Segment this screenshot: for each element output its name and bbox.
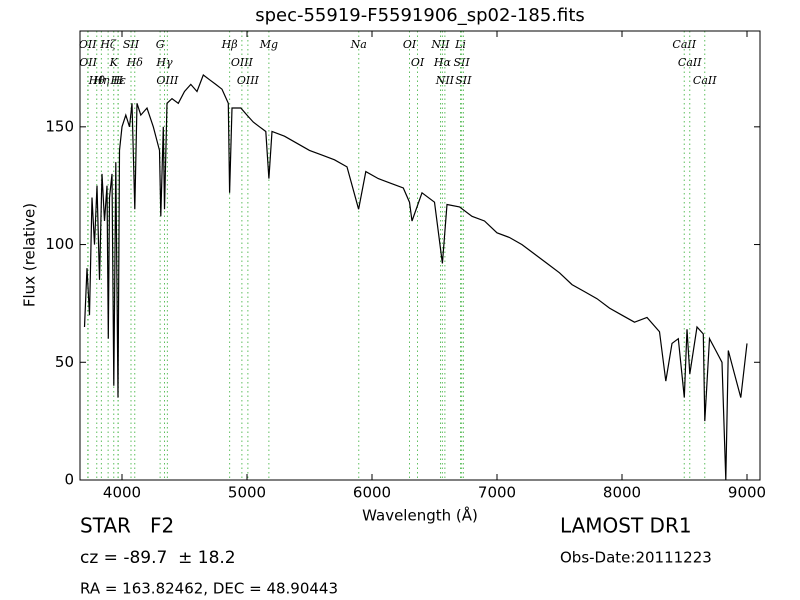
annotation-label: NII [430,38,450,51]
annotation-label: CaII [672,38,696,51]
footer-cz: cz = -89.7 ± 18.2 [80,548,236,568]
annotation-label: OIII [237,74,260,87]
x-tick-label: 7000 [478,484,516,502]
annotation-label: Hη [92,74,110,87]
annotation-label: K [109,56,119,69]
footer-class: STAR F2 [80,514,174,538]
annotation-label: CaII [693,74,717,87]
x-tick-label: 9000 [728,484,766,502]
annotation-label: Hβ [221,38,238,51]
footer-survey: LAMOST DR1 [560,514,692,538]
annotation-label: OI [403,38,417,51]
annotation-label: Hγ [155,56,173,69]
annotation-label: Mg [259,38,278,51]
y-axis-label: Flux (relative) [21,203,39,307]
annotation-label: SII [454,56,471,69]
annotation-label: OIII [156,74,179,87]
plot-frame [79,30,761,481]
annotation-label: Li [454,38,466,51]
annotation-label: Hδ [126,56,144,69]
footer-coords: RA = 163.82462, DEC = 48.90443 [80,580,338,598]
y-tick-label: 100 [45,235,74,253]
y-tick-label: 0 [64,471,74,489]
chart-title: spec-55919-F5591906_sp02-185.fits [255,5,585,26]
y-tick-label: 150 [45,117,74,135]
x-axis-label: Wavelength (Å) [362,506,478,525]
annotation-label: G [156,38,165,51]
annotation-label: CaII [678,56,702,69]
annotation-label: OII [79,56,97,69]
x-tick-label: 4000 [103,484,141,502]
x-tick-label: 6000 [353,484,391,502]
annotation-label: NII [435,74,455,87]
x-tick-label: 8000 [603,484,641,502]
footer-date: Obs-Date:20111223 [560,549,712,567]
annotation-label: Hα [433,56,452,69]
annotation-label: OIII [231,56,254,69]
annotation-label: SII [123,38,140,51]
annotation-label: Hθ [88,74,106,87]
annotation-label: Hε [110,74,127,87]
annotation-label: Na [350,38,367,51]
annotation-label: H [112,74,123,87]
annotation-label: SII [455,74,472,87]
y-tick-label: 50 [55,353,74,371]
annotation-label: OI [411,56,425,69]
spectrum-line [83,74,748,481]
x-tick-label: 5000 [228,484,266,502]
annotation-label: Hζ [99,38,117,51]
